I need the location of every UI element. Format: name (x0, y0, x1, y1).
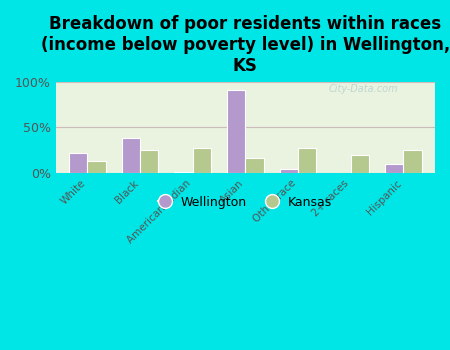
Bar (193, 148, 211, 173)
Bar (87, 161, 106, 173)
Bar (298, 148, 316, 173)
Text: City-Data.com: City-Data.com (329, 84, 398, 94)
Legend: Wellington, Kansas: Wellington, Kansas (153, 191, 338, 215)
Bar (174, 172, 193, 173)
Bar (351, 155, 369, 173)
Bar (403, 150, 422, 173)
Bar (279, 169, 298, 173)
Bar (385, 164, 403, 173)
Title: Breakdown of poor residents within races
(income below poverty level) in Welling: Breakdown of poor residents within races… (41, 15, 450, 75)
Bar (227, 90, 245, 173)
Bar (69, 153, 87, 173)
Bar (140, 150, 158, 173)
Bar (122, 138, 140, 173)
Bar (245, 159, 264, 173)
